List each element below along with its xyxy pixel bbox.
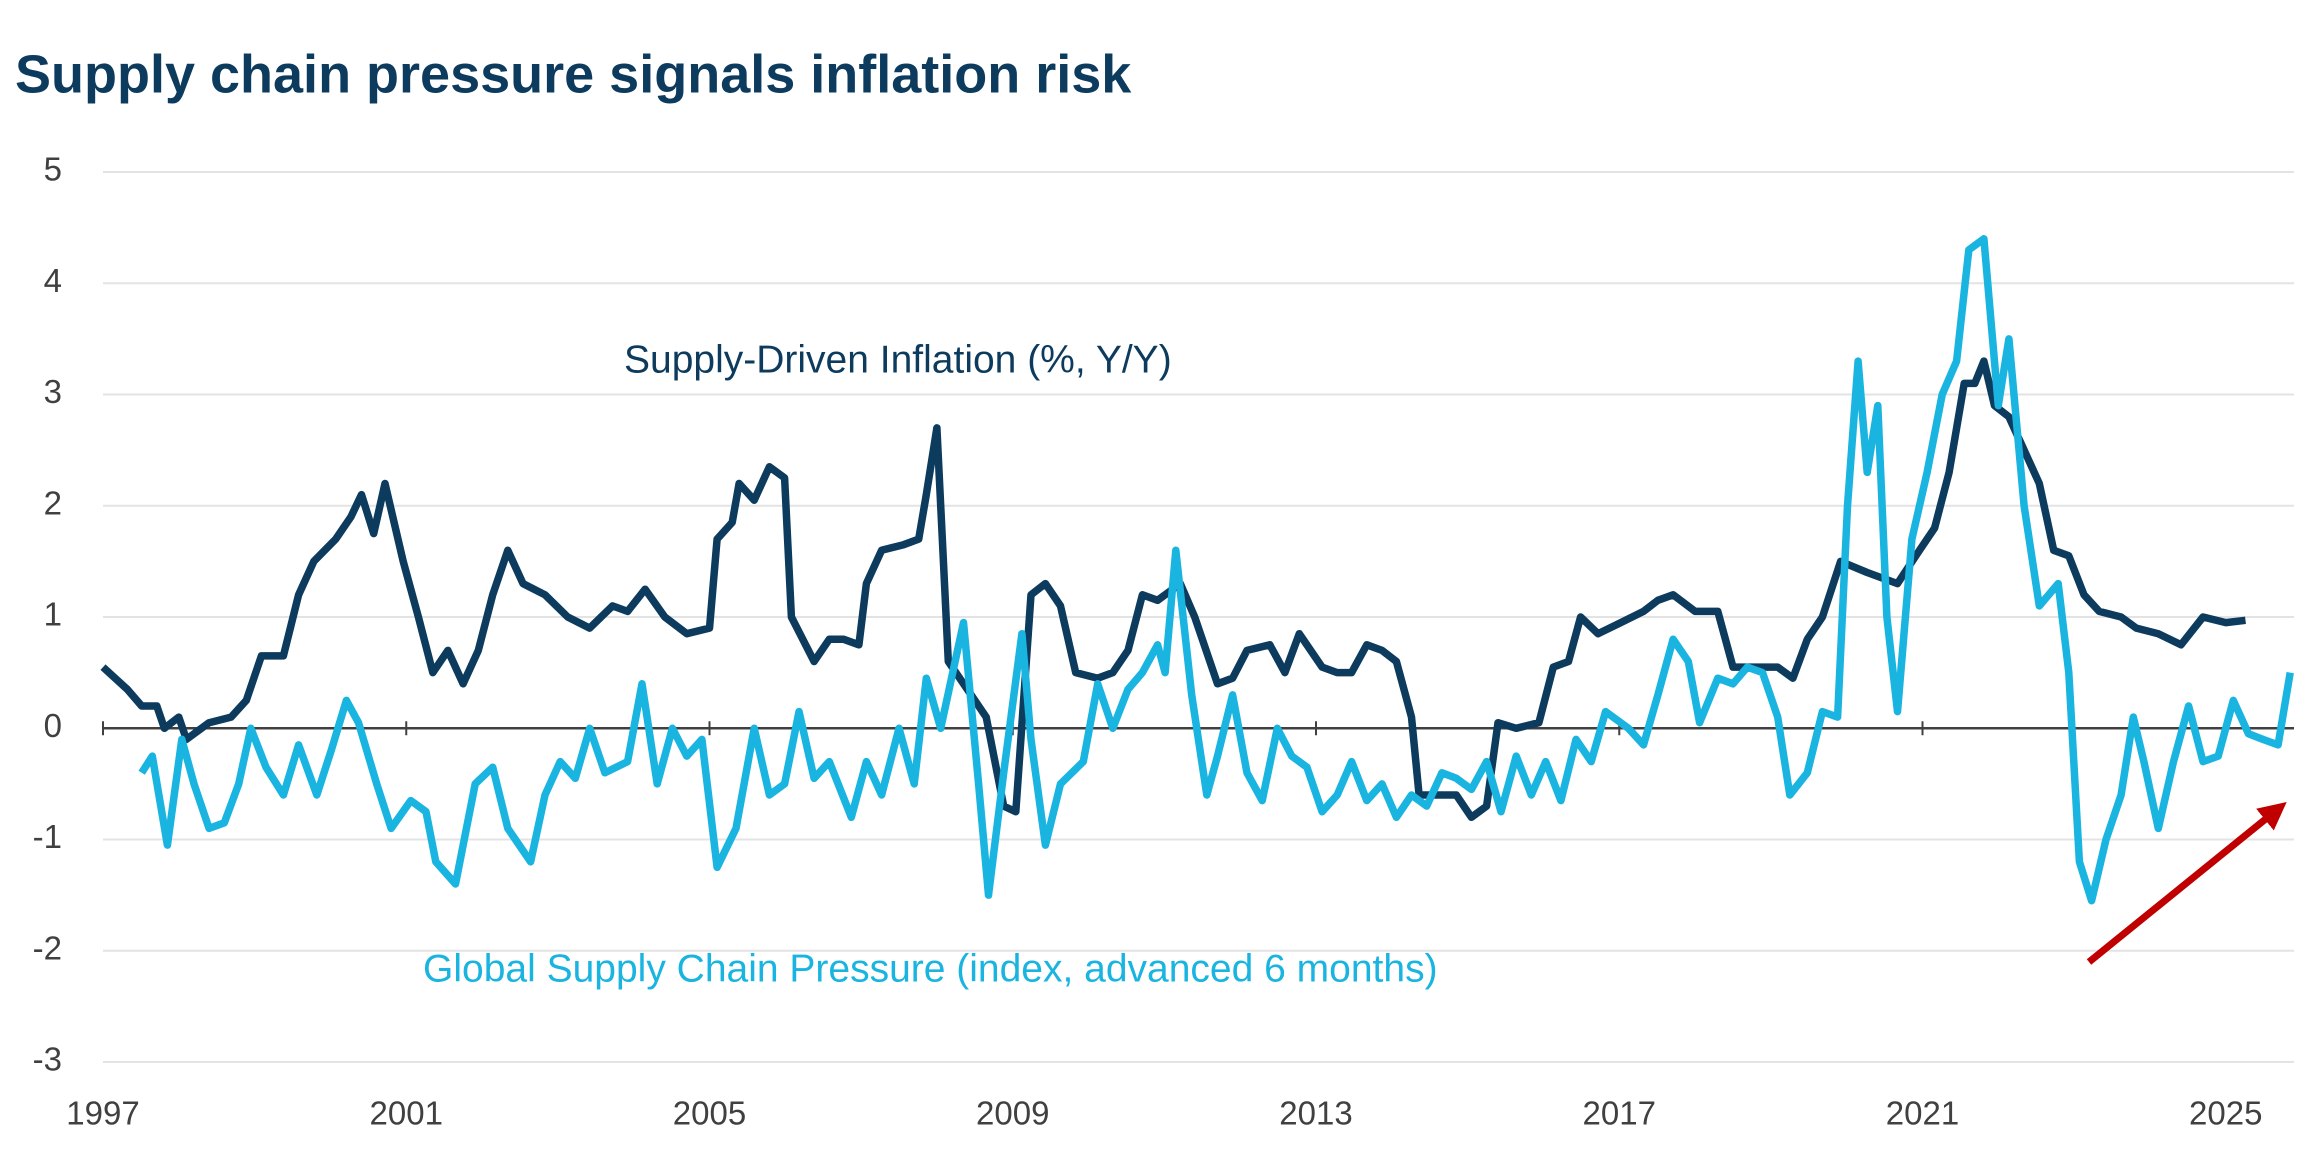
y-tick-label: 0	[44, 707, 62, 744]
x-tick-label: 2005	[673, 1095, 746, 1132]
x-tick-label: 2021	[1886, 1095, 1959, 1132]
y-tick-label: -1	[33, 818, 62, 855]
y-tick-label: 5	[44, 151, 62, 188]
annotation: Supply-Driven Inflation (%, Y/Y)	[624, 338, 1172, 381]
chart-title: Supply chain pressure signals inflation …	[15, 44, 1132, 104]
x-tick-label: 2001	[370, 1095, 443, 1132]
lines	[100, 235, 2294, 905]
x-tick-label: 2017	[1583, 1095, 1656, 1132]
series-line	[100, 357, 2246, 822]
y-tick-label: 1	[44, 596, 62, 633]
y-tick-label: -3	[33, 1041, 62, 1078]
y-tick-label: 3	[44, 373, 62, 410]
y-tick-label: 4	[44, 262, 62, 299]
x-tick-label: 2025	[2189, 1095, 2262, 1132]
series-line	[138, 235, 2294, 905]
y-tick-label: 2	[44, 484, 62, 521]
grid: -3 -2 -1 0 1 2 3 4 5 1997 2001 2005 2009 2013 2017 2021…	[33, 151, 2294, 1132]
y-tick-label: -2	[33, 929, 62, 966]
annotation: Global Supply Chain Pressure (index, adv…	[423, 947, 1438, 990]
x-tick-label: 2009	[976, 1095, 1049, 1132]
arrow	[2086, 801, 2287, 965]
x-tick-label: 1997	[66, 1095, 139, 1132]
x-tick-label: 2013	[1279, 1095, 1352, 1132]
